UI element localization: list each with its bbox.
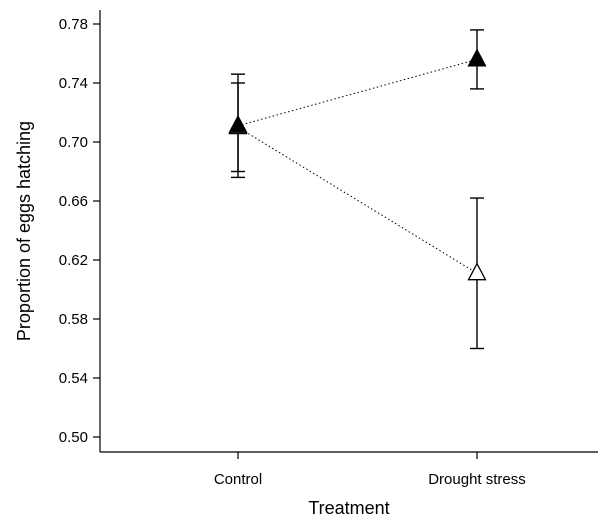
y-tick-label: 0.54: [59, 370, 88, 387]
y-tick-label: 0.66: [59, 193, 88, 210]
connectors: [237, 58, 478, 274]
x-ticks: Control Drought stress: [214, 452, 526, 488]
y-tick-label: 0.78: [59, 16, 88, 33]
series-connector-line: [237, 58, 478, 127]
x-tick-label: Drought stress: [428, 471, 526, 488]
y-tick-label: 0.62: [59, 252, 88, 269]
y-ticks: 0.50 0.54 0.58 0.62 0.66 0.70 0.74 0.78: [59, 16, 100, 446]
data-points: [228, 48, 487, 281]
y-axis-title: Proportion of eggs hatching: [14, 121, 34, 341]
open-triangle-point: [467, 262, 487, 281]
y-tick-label: 0.70: [59, 134, 88, 151]
x-tick-label: Control: [214, 471, 262, 488]
filled-triangle-point: [467, 48, 487, 67]
y-tick-label: 0.74: [59, 75, 88, 92]
y-tick-label: 0.58: [59, 311, 88, 328]
series-connector-line: [237, 126, 478, 274]
x-axis-title: Treatment: [308, 498, 389, 518]
y-tick-label: 0.50: [59, 429, 88, 446]
error-bars: [231, 29, 484, 350]
axes: [99, 10, 598, 453]
filled-triangle-point: [228, 114, 248, 133]
